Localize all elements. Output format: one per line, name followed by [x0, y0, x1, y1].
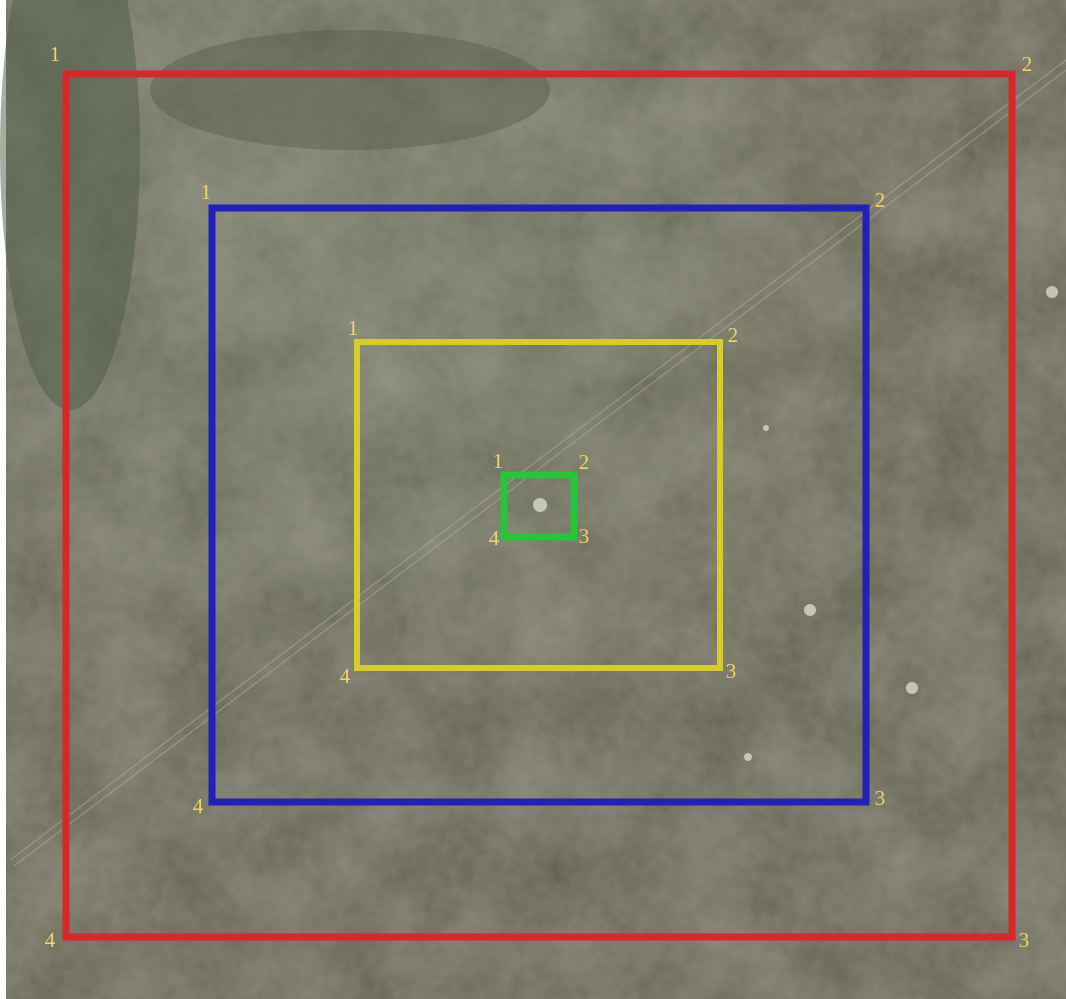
corner-label: 1 — [493, 449, 504, 473]
corner-label: 3 — [1019, 928, 1030, 952]
corner-label: 4 — [45, 928, 56, 952]
corner-label: 2 — [728, 323, 739, 347]
corner-label: 1 — [50, 42, 61, 66]
corner-label: 3 — [579, 524, 590, 548]
corner-labels: 1 2 3 4 1 2 3 4 1 2 3 4 1 2 3 4 — [45, 42, 1033, 952]
corner-label: 2 — [579, 450, 590, 474]
blue-frame — [208, 204, 870, 806]
corner-label: 2 — [875, 188, 886, 212]
red-frame — [62, 70, 1016, 941]
corner-label: 3 — [875, 786, 886, 810]
corner-label: 4 — [340, 664, 351, 688]
corner-label: 2 — [1022, 52, 1033, 76]
yellow-frame — [354, 339, 723, 671]
corner-label: 1 — [201, 180, 212, 204]
corner-label: 3 — [726, 659, 737, 683]
vegetation — [0, 0, 140, 410]
frames — [62, 70, 1016, 941]
power-line — [9, 59, 1066, 867]
corner-label: 4 — [193, 794, 204, 818]
corner-label: 4 — [489, 526, 500, 550]
green-frame — [500, 471, 578, 541]
bright-spots — [533, 286, 1058, 761]
vegetation — [150, 30, 550, 150]
corner-label: 1 — [348, 316, 359, 340]
